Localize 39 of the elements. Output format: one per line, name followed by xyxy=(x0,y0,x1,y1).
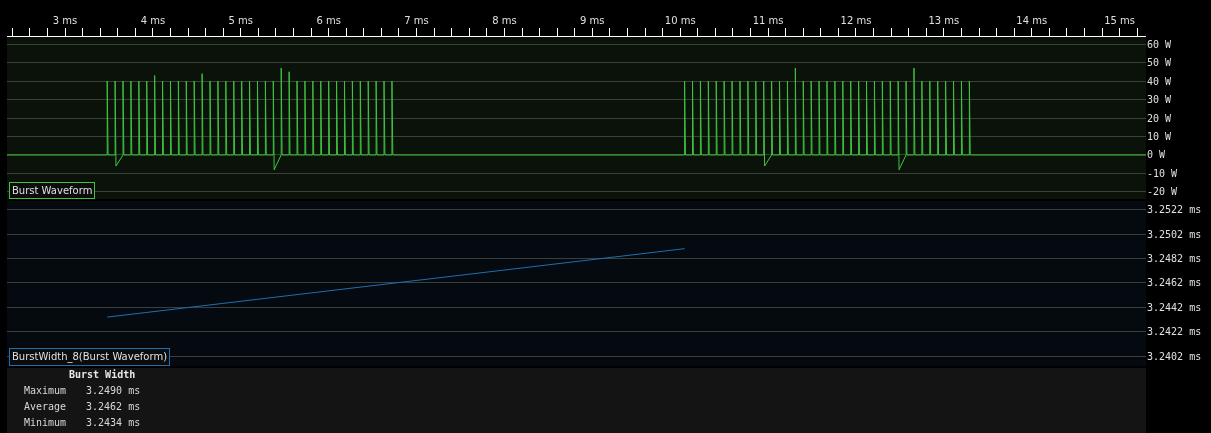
x-tick-label: 10 ms xyxy=(664,15,696,26)
x-tick-label: 9 ms xyxy=(580,15,605,26)
x-tick-label: 11 ms xyxy=(752,15,784,26)
y-tick-label: 3.2482 ms xyxy=(1147,252,1202,264)
x-tick-label: 12 ms xyxy=(840,15,872,26)
y-tick-label: 3.2402 ms xyxy=(1147,350,1202,362)
y-tick-label: 3.2522 ms xyxy=(1147,204,1202,216)
text: Burst Waveform xyxy=(12,185,93,196)
y-tick-label: 60 W xyxy=(1147,38,1173,50)
x-tick-label: 13 ms xyxy=(928,15,960,26)
text: Minimum xyxy=(24,417,67,428)
text: 3.2490 ms xyxy=(86,385,141,396)
x-tick-label: 4 ms xyxy=(140,15,166,26)
text: 3.2434 ms xyxy=(86,417,141,428)
y-tick-label: 50 W xyxy=(1147,57,1173,69)
y-tick-label: 3.2422 ms xyxy=(1147,326,1202,338)
x-tick-label: 3 ms xyxy=(52,15,78,26)
text: Burst Width xyxy=(69,369,136,380)
x-tick-label: 15 ms xyxy=(1104,15,1136,26)
y-tick-label: -10 W xyxy=(1147,167,1179,179)
x-tick-label: 7 ms xyxy=(404,15,429,26)
text: Average xyxy=(24,401,67,412)
text: Maximum xyxy=(24,385,67,396)
x-tick-label: 6 ms xyxy=(316,15,341,26)
x-tick-label: 8 ms xyxy=(492,15,517,26)
x-tick-label: 5 ms xyxy=(228,15,254,26)
y-tick-label: 10 W xyxy=(1147,130,1173,142)
y-tick-label: 20 W xyxy=(1147,112,1173,124)
y-tick-label: -20 W xyxy=(1147,186,1179,198)
y-tick-label: 3.2462 ms xyxy=(1147,277,1202,289)
y-tick-label: 40 W xyxy=(1147,75,1173,87)
x-tick-label: 14 ms xyxy=(1016,15,1048,26)
text: 3.2462 ms xyxy=(86,401,141,412)
text: BurstWidth_8(Burst Waveform) xyxy=(12,351,168,363)
y-tick-label: 3.2502 ms xyxy=(1147,228,1202,240)
y-tick-label: 0 W xyxy=(1147,149,1167,161)
y-tick-label: 3.2442 ms xyxy=(1147,301,1202,313)
line-series xyxy=(7,67,1146,171)
y-tick-label: 30 W xyxy=(1147,94,1173,106)
